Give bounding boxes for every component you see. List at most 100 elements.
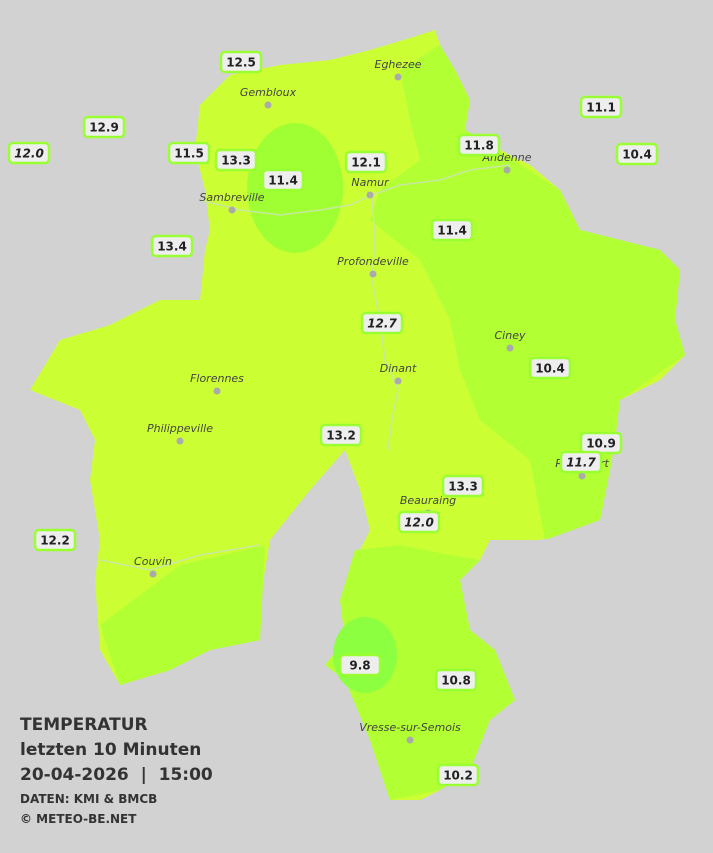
station-value: 11.1 [586, 101, 616, 115]
station-value: 10.2 [443, 769, 473, 783]
city-label: Ciney [495, 329, 526, 342]
station: 12.2 [33, 528, 77, 552]
station-box [436, 763, 480, 787]
city-dot [503, 166, 511, 174]
river [99, 544, 261, 571]
station: 12.1 [344, 150, 388, 174]
station-value: 10.8 [441, 674, 471, 688]
station-box [150, 234, 194, 258]
station: 11.1 [579, 95, 623, 119]
station-value: 13.2 [326, 429, 356, 443]
station-box [214, 148, 258, 172]
station-box [261, 168, 305, 192]
station-value: 13.3 [448, 480, 478, 494]
station-box [615, 142, 659, 166]
city-label: Vresse-sur-Semois [359, 721, 461, 734]
station-value: 10.4 [535, 362, 565, 376]
city-label: Gembloux [240, 86, 297, 99]
station-box [167, 141, 211, 165]
station-box [434, 668, 478, 692]
city-dot [176, 437, 184, 445]
city-label: Eghezee [375, 58, 422, 71]
station-value: 12.0 [14, 147, 44, 161]
caption: TEMPERATUR letzten 10 Minuten 20-04-2026… [20, 715, 213, 826]
station-value: 11.7 [566, 456, 596, 470]
station-box [579, 95, 623, 119]
station: 11.4 [261, 168, 305, 192]
station-value: 13.4 [157, 240, 187, 254]
city-dot [369, 270, 377, 278]
station-box [397, 510, 441, 534]
city-dot [149, 570, 157, 578]
caption-datetime: 20-04-2026 | 15:00 [20, 765, 213, 785]
station: 9.8 [338, 653, 382, 677]
city-label: Dinant [380, 362, 417, 375]
station-value: 12.1 [351, 156, 381, 170]
station-value: 11.4 [268, 174, 298, 188]
station-box [430, 218, 474, 242]
river [199, 164, 511, 216]
station: 11.8 [457, 133, 501, 157]
station: 10.2 [436, 763, 480, 787]
station: 12.0 [7, 141, 51, 165]
station-box [528, 356, 572, 380]
station-value: 10.9 [586, 437, 616, 451]
station: 11.7 [559, 450, 603, 474]
river [371, 194, 399, 451]
city-dot [578, 472, 586, 480]
station: 12.5 [219, 50, 263, 74]
city-dot [406, 736, 414, 744]
city-label: Philippeville [147, 422, 213, 435]
station-box [559, 450, 603, 474]
zone [100, 545, 265, 685]
station-value: 9.8 [349, 659, 370, 673]
city-dot [213, 387, 221, 395]
station-value: 11.4 [437, 224, 467, 238]
city-dot [366, 191, 374, 199]
station-box [82, 115, 126, 139]
station-value: 10.4 [622, 148, 652, 162]
city-label: Sambreville [199, 191, 264, 204]
station: 12.0 [397, 510, 441, 534]
city-label: Namur [351, 176, 390, 189]
station: 11.4 [430, 218, 474, 242]
station-box [360, 311, 404, 335]
station: 13.3 [214, 148, 258, 172]
station-value: 12.2 [40, 534, 70, 548]
station-value: 12.5 [226, 56, 256, 70]
city-label: Beauraing [400, 494, 456, 507]
station: 13.2 [319, 423, 363, 447]
station-value: 11.5 [174, 147, 204, 161]
station-box [219, 50, 263, 74]
city-dot [506, 344, 514, 352]
station-box [7, 141, 51, 165]
city-label: Profondeville [337, 255, 409, 268]
station-value: 12.7 [367, 317, 397, 331]
zone [370, 45, 685, 540]
station-box [338, 653, 382, 677]
station-box [441, 474, 485, 498]
zone [325, 545, 515, 800]
station-box [457, 133, 501, 157]
caption-title: TEMPERATUR [20, 715, 148, 735]
station: 11.5 [167, 141, 211, 165]
station-value: 11.8 [464, 139, 494, 153]
station-box [319, 423, 363, 447]
caption-copyright: © METEO-BE.NET [20, 812, 137, 826]
station: 12.9 [82, 115, 126, 139]
city-dot [394, 73, 402, 81]
station: 13.3 [441, 474, 485, 498]
city-dot [394, 377, 402, 385]
caption-period: letzten 10 Minuten [20, 740, 201, 760]
city-dot [264, 101, 272, 109]
city-label: Couvin [134, 555, 172, 568]
station: 10.8 [434, 668, 478, 692]
city-dot [228, 206, 236, 214]
station-box [33, 528, 77, 552]
station-value: 12.9 [89, 121, 119, 135]
station: 10.9 [579, 431, 623, 455]
station-value: 13.3 [221, 154, 251, 168]
station: 10.4 [615, 142, 659, 166]
station-box [344, 150, 388, 174]
